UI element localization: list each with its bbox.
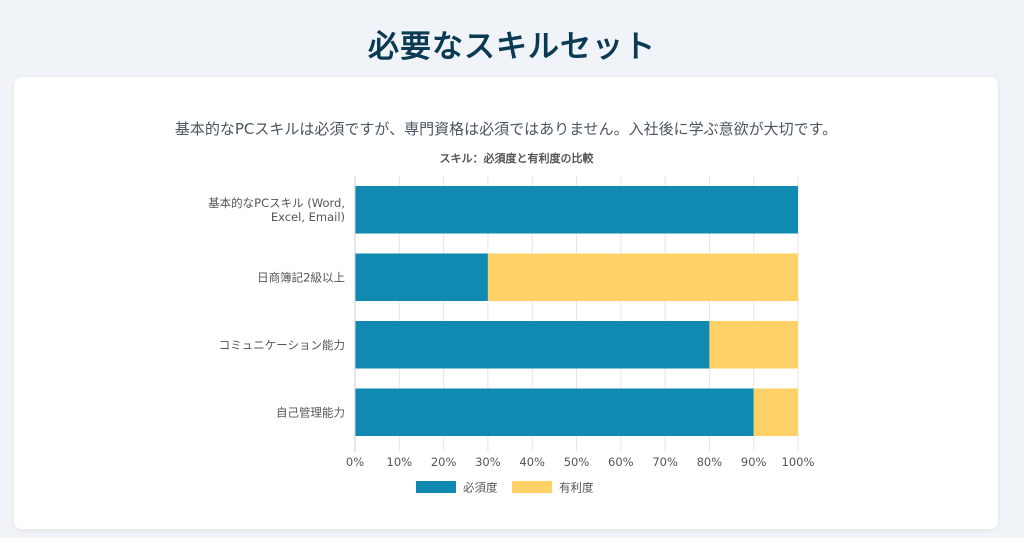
x-tick-label: 80% bbox=[697, 455, 723, 469]
legend-label: 有利度 bbox=[559, 481, 594, 495]
x-tick-label: 10% bbox=[387, 455, 413, 469]
x-tick-label: 0% bbox=[346, 455, 364, 469]
bar-beneficial bbox=[753, 388, 798, 436]
intro-text: 基本的なPCスキルは必須ですが、専門資格は必須ではありません。入社後に学ぶ意欲が… bbox=[174, 120, 838, 138]
x-tick-label: 60% bbox=[608, 455, 634, 469]
x-tick-label: 90% bbox=[741, 455, 767, 469]
bar-required bbox=[355, 253, 488, 301]
x-tick-label: 20% bbox=[431, 455, 457, 469]
category-label: コミュニケーション能力 bbox=[219, 338, 345, 352]
bar-required bbox=[355, 321, 710, 369]
legend-swatch bbox=[512, 481, 552, 493]
bar-beneficial bbox=[709, 321, 798, 369]
x-tick-label: 40% bbox=[519, 455, 545, 469]
x-tick-label: 70% bbox=[652, 455, 678, 469]
category-label: 自己管理能力 bbox=[276, 405, 345, 419]
legend-swatch bbox=[416, 481, 456, 493]
category-label: Excel, Email) bbox=[271, 210, 345, 224]
page-title: 必要なスキルセット bbox=[368, 28, 656, 65]
category-label: 日商簿記2級以上 bbox=[257, 270, 345, 284]
x-tick-label: 100% bbox=[782, 455, 815, 469]
bar-beneficial bbox=[487, 253, 798, 301]
x-tick-label: 50% bbox=[564, 455, 590, 469]
skills-chart: スキル：必須度と有利度の比較 0% 10% 20% 30% 40% 50% 60% 70% 80%… bbox=[208, 151, 815, 495]
x-tick-label: 30% bbox=[475, 455, 501, 469]
bar-required bbox=[355, 186, 798, 234]
category-label: 基本的なPCスキル (Word, bbox=[208, 196, 345, 210]
skills-card: 基本的なPCスキルは必須ですが、専門資格は必須ではありません。入社後に学ぶ意欲が… bbox=[14, 77, 998, 529]
legend-label: 必須度 bbox=[463, 481, 498, 495]
chart-title: スキル：必須度と有利度の比較 bbox=[440, 151, 595, 165]
bar-required bbox=[355, 388, 754, 436]
